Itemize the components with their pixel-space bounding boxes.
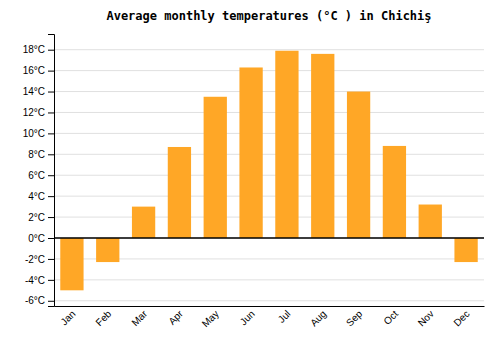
x-tick: Oct: [381, 308, 400, 327]
x-tick-label: Feb: [93, 308, 113, 328]
y-tick: -6°C: [25, 295, 54, 306]
y-tick: 14°C: [23, 86, 54, 97]
x-tick: Dec: [451, 308, 471, 328]
y-tick-mark: [48, 92, 54, 93]
y-tick: 10°C: [23, 128, 54, 139]
x-tick-label: Mar: [129, 308, 149, 328]
y-tick-label: 8°C: [28, 149, 45, 160]
x-axis: Jan Feb Mar Apr May Jun Jul Aug Sep Oct Nov Dec: [55, 307, 485, 330]
grid-line: [54, 70, 484, 71]
bar: [204, 97, 227, 238]
x-tick: Mar: [129, 308, 149, 328]
bar: [311, 54, 334, 238]
y-tick-label: 4°C: [28, 191, 45, 202]
y-tick-label: 2°C: [28, 212, 45, 223]
y-tick-mark: [48, 71, 54, 72]
y-tick-mark: [48, 154, 54, 155]
x-tick: Jul: [276, 308, 293, 325]
y-tick: 6°C: [28, 170, 54, 181]
x-tick-label: Dec: [451, 308, 471, 328]
y-tick: -4°C: [25, 275, 54, 286]
x-tick-label: Jul: [276, 308, 293, 325]
bar: [168, 147, 191, 238]
y-tick-label: 10°C: [23, 128, 45, 139]
bar: [239, 67, 262, 238]
x-tick: Sep: [344, 308, 365, 329]
y-tick-mark: [48, 196, 54, 197]
grid-line: [54, 196, 484, 197]
y-tick-label: 0°C: [28, 233, 45, 244]
y-axis: -6°C -4°C -2°C 0°C 2°C 4°C 6°C 8°C 10°C 12°C 14°C 1…: [23, 35, 55, 307]
grid-line: [54, 112, 484, 113]
y-tick-mark: [48, 133, 54, 134]
y-tick: 8°C: [28, 149, 54, 160]
grid-line: [54, 154, 484, 155]
x-tick: Jan: [58, 308, 77, 327]
x-tick-label: Jan: [58, 308, 77, 327]
bar: [454, 238, 477, 262]
bar: [132, 207, 155, 238]
grid-line: [54, 175, 484, 176]
y-tick: 0°C: [28, 233, 54, 244]
grid-line: [54, 133, 484, 134]
y-tick-label: -6°C: [25, 295, 45, 306]
chart: -6°C -4°C -2°C 0°C 2°C 4°C 6°C 8°C 10°C 12°C 14°C 1…: [0, 0, 500, 350]
x-tick-label: Oct: [381, 308, 400, 327]
bar: [96, 238, 119, 262]
bar: [419, 205, 442, 238]
x-tick: Jun: [238, 308, 257, 327]
grid-line: [54, 238, 484, 239]
x-axis-line: [55, 306, 485, 307]
grid-line: [54, 279, 484, 280]
grid-line: [54, 300, 484, 301]
bar: [60, 238, 83, 290]
title: Average monthly temperatures (°C ) in Ch…: [106, 9, 431, 23]
x-tick: Feb: [93, 308, 113, 328]
y-tick: -2°C: [25, 254, 54, 265]
y-tick-mark: [48, 217, 54, 218]
bar: [347, 92, 370, 238]
grid-line: [54, 91, 484, 92]
y-tick-label: -4°C: [25, 275, 45, 286]
y-tick-mark: [48, 259, 54, 260]
x-tick: Nov: [416, 308, 436, 328]
y-tick-mark: [48, 301, 54, 302]
grid-line: [54, 49, 484, 50]
y-tick-mark: [48, 50, 54, 51]
y-tick: 12°C: [23, 107, 54, 118]
y-tick-label: -2°C: [25, 254, 45, 265]
y-tick-label: 14°C: [23, 86, 45, 97]
x-tick: May: [200, 308, 221, 329]
zero-line: [54, 237, 484, 239]
x-tick-label: Aug: [308, 308, 328, 328]
y-tick-label: 12°C: [23, 107, 45, 118]
grid: [54, 50, 484, 301]
y-tick-mark: [48, 112, 54, 113]
y-tick-label: 16°C: [23, 65, 45, 76]
bars: [54, 51, 484, 291]
y-tick-mark: [48, 175, 54, 176]
y-tick: 2°C: [28, 212, 54, 223]
bar: [383, 146, 406, 238]
y-tick-label: 18°C: [23, 44, 45, 55]
y-axis-line: [48, 35, 55, 307]
plot: -6°C -4°C -2°C 0°C 2°C 4°C 6°C 8°C 10°C 12°C 14°C 1…: [23, 35, 485, 330]
y-tick: 18°C: [23, 44, 54, 55]
x-tick-label: Nov: [416, 308, 436, 328]
y-tick-mark: [48, 280, 54, 281]
x-tick: Apr: [166, 308, 185, 327]
x-tick-label: May: [200, 308, 221, 329]
y-tick: 16°C: [23, 65, 54, 76]
y-tick-label: 6°C: [28, 170, 45, 181]
y-tick: 4°C: [28, 191, 54, 202]
x-tick-label: Jun: [238, 308, 257, 327]
x-tick: Aug: [308, 308, 328, 328]
x-tick-label: Apr: [166, 308, 185, 327]
y-tick-mark: [48, 238, 54, 239]
bar: [275, 51, 298, 238]
x-tick-label: Sep: [344, 308, 365, 329]
